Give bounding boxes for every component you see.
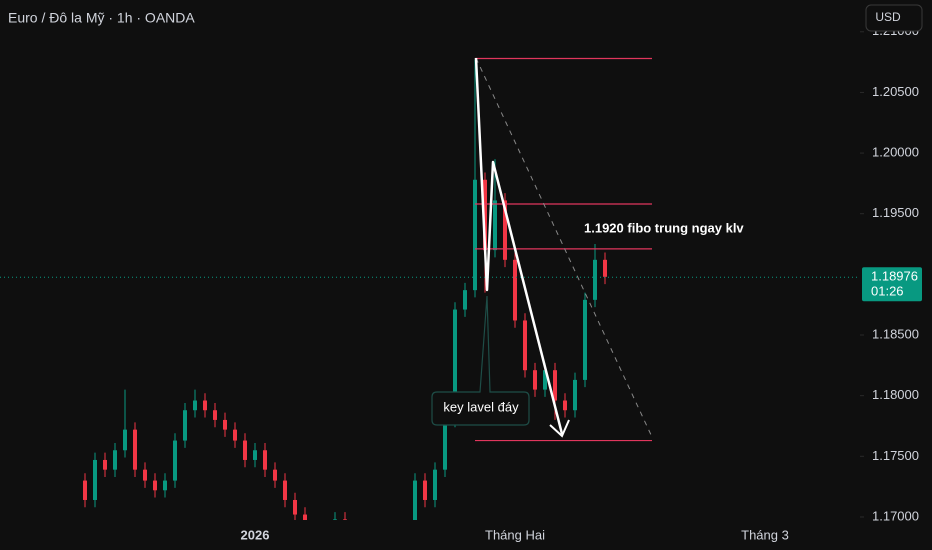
chart-title: Euro / Đô la Mỹ · 1h · OANDA [8,10,195,26]
candle-body [503,200,507,260]
y-tick-label: 1.19500 [872,205,919,220]
candle-body [93,459,97,500]
candle-body [483,179,487,251]
candle-body [573,379,577,411]
candle-body [523,320,527,371]
x-tick-label: Tháng 3 [741,527,789,542]
candle-body [173,440,177,481]
y-tick-label: 1.20500 [872,84,919,99]
candle-body [203,400,207,411]
candle-body [333,519,337,520]
candle-body [563,400,567,411]
current-price-label: 1.18976 [871,269,918,284]
candle-body [233,429,237,441]
currency-button[interactable] [865,4,923,32]
candle-body [493,200,497,251]
candle-body [423,480,427,500]
candle-body [473,179,477,291]
candle-body [183,410,187,441]
candle-body [113,450,117,470]
y-tick-label: 1.18000 [872,387,919,402]
current-price-box [862,267,922,302]
candle-body [413,480,417,520]
candle-body [223,419,227,430]
candle-body [293,499,297,515]
candle-body [213,410,217,420]
candle-body [303,514,307,520]
y-tick-label: 1.18500 [872,326,919,341]
candle-body [263,450,267,470]
candle-body [153,480,157,491]
annotation: 1.1920 fibo trung ngay klv [584,220,744,235]
candle-body [463,290,467,310]
candle-body [533,370,537,390]
candle-body [133,429,137,470]
candle-body [83,480,87,500]
callout-box [431,295,530,426]
y-tick-label: 1.17500 [872,448,919,463]
x-tick-label: Tháng Hai [485,527,545,542]
x-tick-label: 2026 [241,527,270,542]
candle-body [343,519,347,520]
countdown-label: 01:26 [871,284,904,299]
price-scale: 1.17000 1.17500 1.18000 1.18500 1.19500 1.200… [860,23,922,523]
candle-body [543,370,547,390]
annotation: key lavel đáy [443,399,519,414]
candle-body [273,469,277,481]
candle-body [443,419,447,470]
candle-body [253,450,257,460]
candle-body [123,429,127,451]
candle-body [143,469,147,481]
candle-body [433,469,437,500]
candle-body [193,400,197,411]
candle-body [163,480,167,491]
y-tick-label: 1.17000 [872,508,919,523]
candle-body [103,459,107,470]
candle-body [453,309,457,420]
arrow-head [549,419,570,438]
candle-body [583,299,587,380]
candle-body [283,480,287,500]
candle-body [593,259,597,300]
candle-body [553,370,557,401]
candle-body [603,259,607,277]
candle-body [513,259,517,321]
plot-area: 1.1920 fibo trung ngay klv key lavel đáy [0,57,860,520]
y-tick-label: 1.20000 [872,145,919,160]
candle-body [243,440,247,460]
currency-label[interactable]: USD [875,10,901,24]
arrow-path [474,57,564,435]
